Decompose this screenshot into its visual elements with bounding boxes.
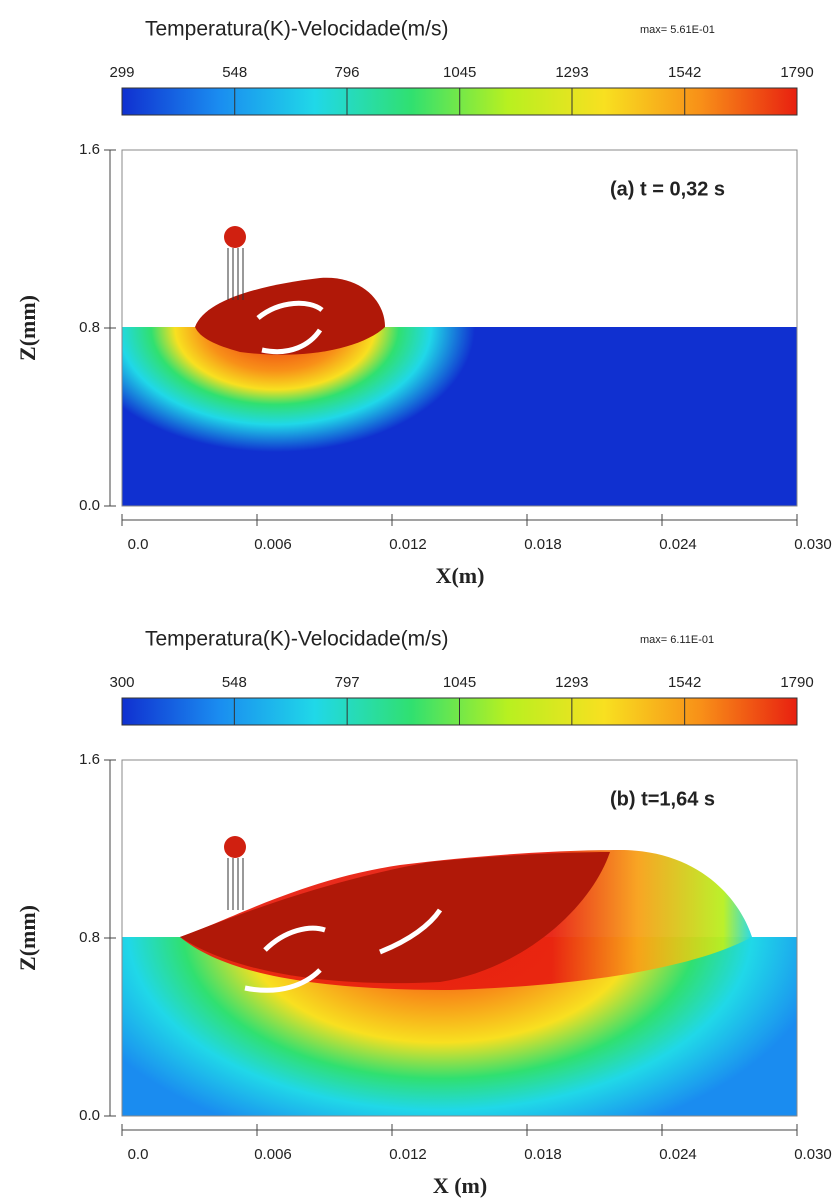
plot-frame: [121, 149, 798, 507]
x-axis-label: X(m): [436, 563, 485, 588]
x-tick-label: 0.012: [389, 536, 427, 553]
field: [122, 836, 797, 1116]
x-tick-label: 0.018: [524, 1146, 562, 1163]
x-axis-label: X (m): [433, 1173, 487, 1198]
annotation: (b) t=1,64 s: [610, 788, 715, 810]
y-tick-label: 0.0: [79, 497, 100, 514]
colorbar-tick-label: 1790: [780, 674, 813, 691]
x-tick-label: 0.030: [794, 1146, 832, 1163]
colorbar-tick-label: 796: [334, 64, 359, 81]
colorbar-tick-label: 1542: [668, 674, 701, 691]
chart-title: Temperatura(K)-Velocidade(m/s): [145, 628, 448, 651]
x-tick-label: 0.0: [128, 1146, 149, 1163]
x-tick-label: 0.0: [128, 536, 149, 553]
max-label: max= 5.61E-01: [640, 24, 715, 36]
x-tick-label: 0.024: [659, 1146, 697, 1163]
max-label: max= 6.11E-01: [640, 634, 714, 646]
x-tick-label: 0.024: [659, 536, 697, 553]
colorbar-tick-label: 1293: [555, 674, 588, 691]
colorbar-tick-label: 797: [335, 674, 360, 691]
x-tick-label: 0.006: [254, 1146, 292, 1163]
x-tick-label: 0.006: [254, 536, 292, 553]
chart-title: Temperatura(K)-Velocidade(m/s): [145, 18, 448, 41]
colorbar-tick-label: 1045: [443, 674, 476, 691]
y-tick-label: 1.6: [79, 751, 100, 768]
colorbar-tick-label: 1542: [668, 64, 701, 81]
y-tick-label: 0.8: [79, 319, 100, 336]
colorbar-tick-label: 548: [222, 64, 247, 81]
y-tick-label: 1.6: [79, 141, 100, 158]
y-tick-label: 0.8: [79, 929, 100, 946]
x-tick-label: 0.030: [794, 536, 832, 553]
y-tick-label: 0.0: [79, 1107, 100, 1124]
colorbar-tick-label: 300: [109, 674, 134, 691]
panel: Temperatura(K)-Velocidade(m/s) max= 5.61E…: [15, 18, 832, 589]
colorbar-tick-label: 1045: [443, 64, 476, 81]
y-axis-label: Z(mm): [15, 905, 40, 971]
annotation: (a) t = 0,32 s: [610, 178, 725, 200]
colorbar-tick-label: 548: [222, 674, 247, 691]
colorbar-tick-label: 1293: [555, 64, 588, 81]
x-tick-label: 0.018: [524, 536, 562, 553]
plot-frame: [121, 759, 798, 1117]
field: [122, 226, 797, 506]
panel: Temperatura(K)-Velocidade(m/s) max= 6.11E…: [15, 628, 832, 1199]
y-axis-label: Z(mm): [15, 295, 40, 361]
colorbar-tick-label: 299: [109, 64, 134, 81]
colorbar-tick-label: 1790: [780, 64, 813, 81]
x-tick-label: 0.012: [389, 1146, 427, 1163]
